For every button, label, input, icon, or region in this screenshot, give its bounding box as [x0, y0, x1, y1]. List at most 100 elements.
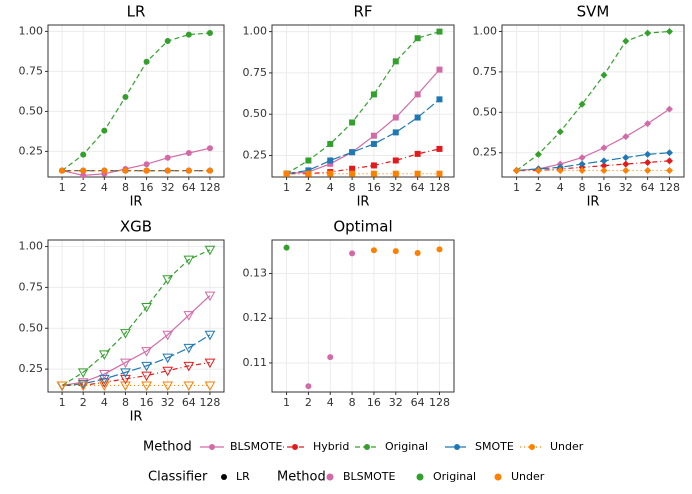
point	[164, 167, 171, 174]
x-tick-label: 1	[59, 181, 66, 194]
point	[349, 165, 356, 172]
point	[513, 167, 521, 175]
point	[120, 358, 131, 369]
legend-key	[529, 444, 535, 450]
point	[183, 311, 195, 321]
point	[392, 129, 399, 136]
y-tick-label: 0.50	[19, 104, 44, 117]
panel-title: SVM	[577, 3, 610, 21]
point	[370, 140, 377, 147]
point	[120, 374, 131, 385]
x-tick-label: 1	[513, 181, 520, 194]
point	[644, 29, 652, 37]
point	[162, 275, 174, 285]
point	[327, 160, 334, 167]
point	[414, 114, 421, 121]
point	[98, 370, 110, 380]
x-tick-label: 1	[283, 396, 290, 409]
x-tick-label: 2	[535, 181, 542, 194]
legend-label: BLSMOTE	[343, 470, 396, 483]
point	[98, 381, 110, 391]
series-line	[61, 32, 210, 172]
point	[556, 128, 564, 136]
x-tick-label: 128	[659, 181, 680, 194]
point	[141, 381, 152, 391]
point	[80, 151, 87, 158]
point	[370, 91, 377, 98]
point	[206, 167, 213, 174]
point	[101, 167, 108, 174]
x-tick-label: 32	[389, 396, 403, 409]
x-tick-label: 64	[182, 181, 196, 194]
series-line	[61, 249, 211, 386]
point	[534, 167, 542, 175]
point	[665, 157, 673, 165]
point	[185, 167, 192, 174]
point	[164, 154, 171, 161]
legend-key	[416, 473, 424, 481]
point	[644, 158, 652, 166]
point	[665, 167, 673, 175]
legend-label: Hybrid	[313, 440, 349, 453]
point	[120, 368, 131, 378]
point	[392, 170, 399, 177]
point	[644, 167, 652, 175]
point	[436, 170, 443, 177]
point	[644, 120, 652, 128]
point	[183, 343, 195, 354]
point	[143, 58, 150, 65]
point	[644, 150, 652, 158]
point	[204, 330, 216, 341]
x-tick-label: 2	[305, 181, 312, 194]
point	[600, 71, 608, 79]
point	[204, 381, 216, 391]
x-tick-label: 2	[305, 396, 312, 409]
point	[349, 170, 356, 177]
point	[622, 37, 630, 45]
point	[436, 66, 443, 73]
point	[77, 381, 89, 391]
x-axis-label: IR	[130, 410, 143, 425]
x-tick-label: 8	[579, 181, 586, 194]
point	[162, 353, 174, 364]
point	[578, 160, 586, 168]
series-line	[286, 69, 440, 175]
point	[436, 96, 443, 103]
y-tick-label: 0.25	[243, 149, 268, 162]
plot-background	[48, 240, 224, 392]
point	[101, 127, 108, 134]
x-tick-label: 64	[411, 396, 425, 409]
point	[162, 381, 174, 391]
point	[77, 378, 89, 388]
point	[414, 150, 421, 157]
series-line	[286, 31, 440, 175]
point	[436, 246, 443, 253]
x-tick-label: 32	[161, 181, 175, 194]
point	[77, 368, 89, 378]
point	[206, 145, 213, 152]
point	[370, 132, 377, 139]
point	[349, 250, 356, 257]
point	[392, 114, 399, 121]
y-tick-label: 1.00	[473, 24, 498, 37]
y-tick-label: 0.11	[243, 356, 268, 369]
y-tick-label: 1.00	[19, 240, 44, 253]
point	[622, 167, 630, 175]
point	[622, 160, 630, 168]
point	[204, 358, 216, 369]
point	[185, 31, 192, 38]
legend-label: Under	[511, 470, 545, 483]
x-tick-label: 16	[140, 396, 154, 409]
panel-title: XGB	[120, 218, 152, 236]
x-tick-label: 16	[140, 181, 154, 194]
point	[578, 167, 586, 175]
plot-border	[501, 24, 685, 178]
point	[370, 247, 377, 254]
legend-label: Original	[385, 440, 428, 453]
point	[143, 167, 150, 174]
point	[349, 149, 356, 156]
point	[600, 144, 608, 152]
legend-key	[209, 444, 215, 450]
point	[578, 100, 586, 108]
